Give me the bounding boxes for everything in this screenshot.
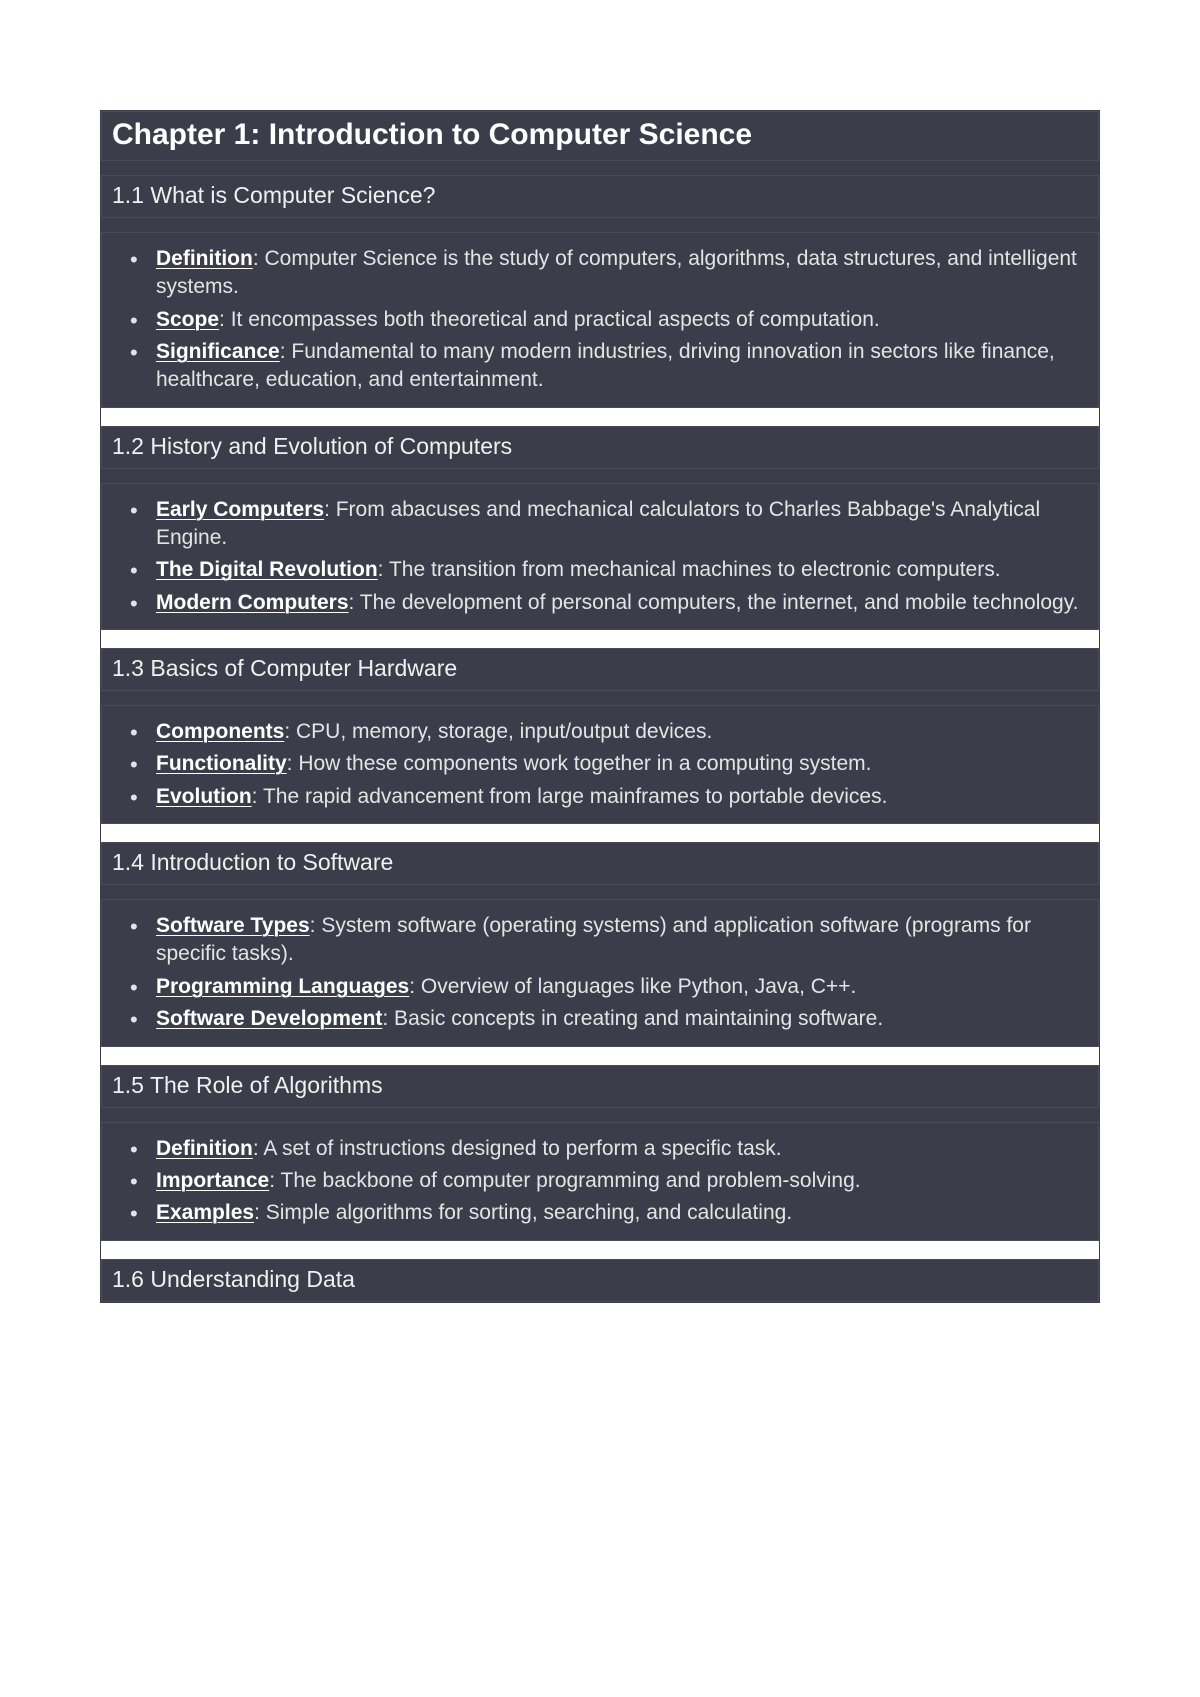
list-item: Functionality: How these components work… bbox=[156, 748, 1084, 780]
spacer bbox=[101, 824, 1099, 842]
list-item: Programming Languages: Overview of langu… bbox=[156, 971, 1084, 1003]
section-heading: 1.5 The Role of Algorithms bbox=[101, 1065, 1099, 1108]
item-text: : Simple algorithms for sorting, searchi… bbox=[254, 1201, 792, 1224]
item-text: : A set of instructions designed to perf… bbox=[253, 1137, 782, 1160]
term-label: Software Development bbox=[156, 1007, 382, 1030]
list-item: Modern Computers: The development of per… bbox=[156, 587, 1084, 619]
item-text: : Overview of languages like Python, Jav… bbox=[409, 975, 856, 998]
list-item: Importance: The backbone of computer pro… bbox=[156, 1165, 1084, 1197]
bullet-list: Definition: A set of instructions design… bbox=[101, 1122, 1099, 1241]
term-label: The Digital Revolution bbox=[156, 558, 378, 581]
term-label: Software Types bbox=[156, 914, 310, 937]
bullet-list: Components: CPU, memory, storage, input/… bbox=[101, 705, 1099, 824]
item-text: : CPU, memory, storage, input/output dev… bbox=[284, 720, 712, 743]
bullet-list: Software Types: System software (operati… bbox=[101, 899, 1099, 1046]
spacer bbox=[101, 408, 1099, 426]
section-heading: 1.2 History and Evolution of Computers bbox=[101, 426, 1099, 469]
term-label: Evolution bbox=[156, 785, 252, 808]
list-item: Software Types: System software (operati… bbox=[156, 910, 1084, 971]
term-label: Significance bbox=[156, 340, 280, 363]
item-text: : The rapid advancement from large mainf… bbox=[252, 785, 888, 808]
list-item: Scope: It encompasses both theoretical a… bbox=[156, 304, 1084, 336]
item-text: : Fundamental to many modern industries,… bbox=[156, 340, 1055, 391]
spacer bbox=[101, 1047, 1099, 1065]
term-label: Definition bbox=[156, 247, 253, 270]
item-text: : The backbone of computer programming a… bbox=[269, 1169, 860, 1192]
list-item: Software Development: Basic concepts in … bbox=[156, 1003, 1084, 1035]
term-label: Programming Languages bbox=[156, 975, 409, 998]
item-text: : Computer Science is the study of compu… bbox=[156, 247, 1077, 298]
list-item: Early Computers: From abacuses and mecha… bbox=[156, 494, 1084, 555]
bullet-list: Early Computers: From abacuses and mecha… bbox=[101, 483, 1099, 630]
spacer bbox=[101, 1108, 1099, 1122]
spacer bbox=[101, 469, 1099, 483]
list-item: Evolution: The rapid advancement from la… bbox=[156, 781, 1084, 813]
term-label: Definition bbox=[156, 1137, 253, 1160]
spacer bbox=[101, 885, 1099, 899]
chapter-title: Chapter 1: Introduction to Computer Scie… bbox=[101, 111, 1099, 161]
list-item: Definition: A set of instructions design… bbox=[156, 1133, 1084, 1165]
term-label: Functionality bbox=[156, 752, 287, 775]
item-text: : Basic concepts in creating and maintai… bbox=[382, 1007, 883, 1030]
document-page: Chapter 1: Introduction to Computer Scie… bbox=[100, 110, 1100, 1303]
section-heading: 1.6 Understanding Data bbox=[101, 1259, 1099, 1302]
list-item: Definition: Computer Science is the stud… bbox=[156, 243, 1084, 304]
bullet-list: Definition: Computer Science is the stud… bbox=[101, 232, 1099, 408]
spacer bbox=[101, 218, 1099, 232]
term-label: Early Computers bbox=[156, 498, 324, 521]
list-item: Examples: Simple algorithms for sorting,… bbox=[156, 1197, 1084, 1229]
term-label: Modern Computers bbox=[156, 591, 349, 614]
term-label: Examples bbox=[156, 1201, 254, 1224]
spacer bbox=[101, 1241, 1099, 1259]
item-text: : The development of personal computers,… bbox=[349, 591, 1079, 614]
list-item: The Digital Revolution: The transition f… bbox=[156, 554, 1084, 586]
section-heading: 1.1 What is Computer Science? bbox=[101, 175, 1099, 218]
term-label: Scope bbox=[156, 308, 219, 331]
spacer bbox=[101, 691, 1099, 705]
item-text: : The transition from mechanical machine… bbox=[378, 558, 1001, 581]
section-heading: 1.3 Basics of Computer Hardware bbox=[101, 648, 1099, 691]
term-label: Components bbox=[156, 720, 284, 743]
list-item: Components: CPU, memory, storage, input/… bbox=[156, 716, 1084, 748]
spacer bbox=[101, 161, 1099, 175]
item-text: : How these components work together in … bbox=[287, 752, 872, 775]
section-heading: 1.4 Introduction to Software bbox=[101, 842, 1099, 885]
list-item: Significance: Fundamental to many modern… bbox=[156, 336, 1084, 397]
item-text: : It encompasses both theoretical and pr… bbox=[219, 308, 880, 331]
term-label: Importance bbox=[156, 1169, 269, 1192]
spacer bbox=[101, 630, 1099, 648]
